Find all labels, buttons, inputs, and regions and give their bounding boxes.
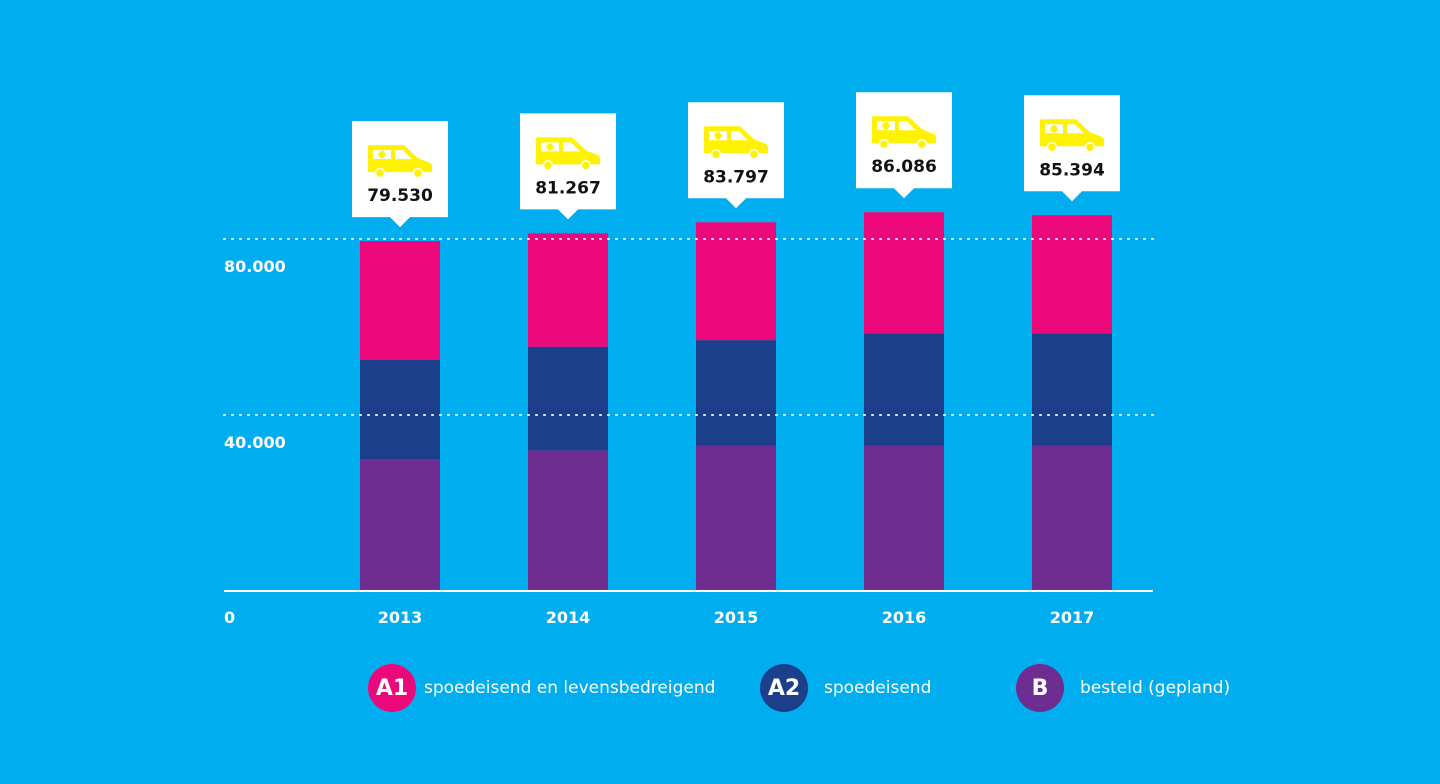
ambulance-cross-h: [378, 152, 386, 157]
ambulance-window-front: [731, 131, 748, 141]
callout-box: [520, 113, 616, 220]
callout-box: [856, 92, 952, 199]
ambulance-window-front: [395, 150, 412, 160]
ambulance-wheel-rear: [878, 138, 890, 150]
bar-segment-b-2014: [528, 450, 608, 591]
ambulance-cross-h: [882, 123, 890, 128]
legend-badge-a2: A2: [760, 664, 808, 712]
bar-segment-b-2017: [1032, 445, 1112, 591]
x-tick-label-2014: 2014: [546, 608, 591, 627]
bar-segment-a1-2017: [1032, 215, 1112, 334]
x-tick-label-2013: 2013: [378, 608, 423, 627]
bar-segment-a2-2016: [864, 333, 944, 446]
ambulance-icon: [1040, 119, 1104, 153]
ambulance-icon: [536, 137, 600, 171]
ambulance-cross-h: [546, 144, 554, 149]
ambulance-window-front: [563, 142, 580, 152]
ambulance-wheel-front: [748, 149, 760, 160]
total-callout-2017: 85.394: [1024, 95, 1120, 202]
ambulance-icon: [368, 145, 432, 179]
total-value-2014: 81.267: [535, 178, 601, 198]
ambulance-wheel-front: [1084, 142, 1096, 153]
ambulance-window-front: [1067, 124, 1084, 134]
callout-box: [352, 121, 448, 228]
bar-segment-a2-2014: [528, 346, 608, 451]
total-value-2016: 86.086: [871, 157, 937, 177]
legend-item-b: B besteld (gepland): [1016, 664, 1230, 712]
legend-label-a2: spoedeisend: [824, 678, 932, 698]
y-tick-label-40000: 40.000: [224, 433, 286, 452]
ambulance-wheel-front: [916, 138, 928, 150]
y-tick-label-0: 0: [224, 608, 235, 627]
bar-segment-a1-2013: [360, 241, 440, 360]
bar-segment-a2-2015: [696, 340, 776, 446]
legend-label-a1: spoedeisend en levensbedreigend: [424, 678, 716, 698]
bar-segment-a1-2016: [864, 212, 944, 334]
total-callout-2014: 81.267: [520, 113, 616, 220]
ambulance-icon: [704, 126, 768, 160]
total-callout-2016: 86.086: [856, 92, 952, 199]
x-tick-label-2016: 2016: [882, 608, 927, 627]
total-value-2015: 83.797: [703, 167, 769, 187]
ambulance-icon: [872, 116, 936, 150]
legend-label-b: besteld (gepland): [1080, 678, 1231, 698]
bar-segment-a1-2015: [696, 222, 776, 341]
legend-badge-b: B: [1016, 664, 1064, 712]
ambulance-wheel-rear: [710, 149, 722, 160]
callout-box: [688, 102, 784, 209]
ambulance-cross-h: [714, 133, 722, 138]
total-callout-2015: 83.797: [688, 102, 784, 209]
ambulance-window-front: [899, 121, 916, 131]
ambulance-wheel-rear: [1046, 142, 1058, 153]
bar-segment-a1-2014: [528, 233, 608, 347]
bar-segment-b-2016: [864, 445, 944, 591]
bar-segment-b-2015: [696, 445, 776, 591]
bar-segment-a2-2013: [360, 360, 440, 459]
bar-segment-b-2013: [360, 459, 440, 591]
x-tick-label-2017: 2017: [1050, 608, 1095, 627]
legend-item-a2: A2 spoedeisend: [760, 664, 931, 712]
legend-item-a1: A1 spoedeisend en levensbedreigend: [368, 664, 715, 712]
x-tick-label-2015: 2015: [714, 608, 759, 627]
bar-segment-a2-2017: [1032, 333, 1112, 446]
total-value-2013: 79.530: [367, 186, 433, 206]
ambulance-cross-h: [1050, 126, 1058, 131]
total-value-2017: 85.394: [1039, 160, 1105, 180]
ambulance-wheel-rear: [542, 160, 554, 171]
ambulance-wheel-rear: [374, 167, 386, 179]
callout-box: [1024, 95, 1120, 202]
legend-badge-a1: A1: [368, 664, 416, 712]
ambulance-wheel-front: [412, 167, 424, 179]
total-callout-2013: 79.530: [352, 121, 448, 228]
ambulance-wheel-front: [580, 160, 592, 171]
y-tick-label-80000: 80.000: [224, 257, 286, 276]
